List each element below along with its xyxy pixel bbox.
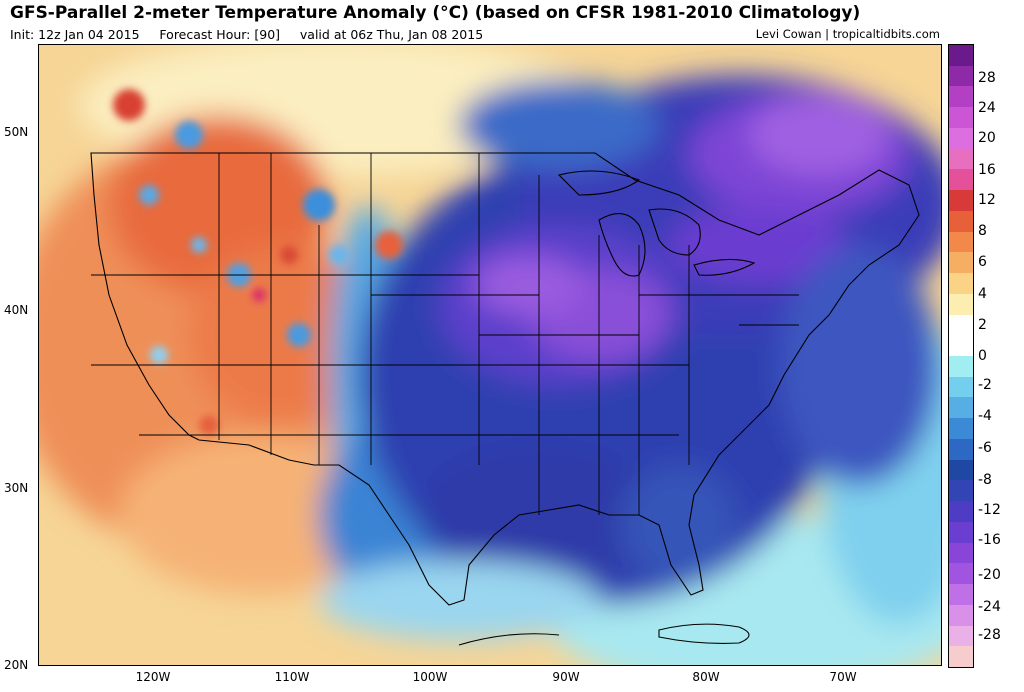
lon-label-110w: 110W <box>274 670 310 684</box>
boundaries <box>90 152 920 646</box>
anomaly-field <box>39 45 941 665</box>
lat-label-30n: 30N <box>4 481 29 495</box>
lat-label-40n: 40N <box>4 303 29 317</box>
state-lines <box>91 153 799 515</box>
colorbar-swatch <box>949 563 973 585</box>
colorbar-swatch <box>949 335 973 357</box>
lon-label-70w: 70W <box>829 670 857 684</box>
colorbar-swatch <box>949 107 973 128</box>
colorbar-swatch <box>949 521 973 543</box>
lat-label-50n: 50N <box>4 125 29 139</box>
colorbar-swatch <box>949 418 973 439</box>
colorbar-swatch <box>949 480 973 502</box>
colorbar-label: 16 <box>978 162 996 178</box>
lon-label-100w: 100W <box>412 670 448 684</box>
colorbar-label: -4 <box>978 408 992 424</box>
colorbar-label: 2 <box>978 317 987 333</box>
lake-michigan <box>598 213 646 277</box>
anomaly-map <box>38 44 942 666</box>
colorbar-label: -20 <box>978 567 1001 583</box>
colorbar-label: -16 <box>978 532 1001 548</box>
colorbar-swatch <box>949 293 973 315</box>
colorbar-swatch <box>949 584 973 605</box>
colorbar-label: 6 <box>978 254 987 270</box>
lake-erie <box>693 258 756 276</box>
colorbar-swatch <box>949 459 973 481</box>
colorbar-label: 20 <box>978 130 996 146</box>
colorbar-swatch <box>949 397 973 419</box>
colorbar-label: -6 <box>978 440 992 456</box>
colorbar-swatch <box>949 438 973 460</box>
colorbar-swatch <box>949 231 973 253</box>
yucatan <box>458 633 560 646</box>
colorbar-label: -12 <box>978 502 1001 518</box>
init-time: Init: 12z Jan 04 2015 <box>10 27 140 42</box>
colorbar-swatch <box>949 210 973 232</box>
colorbar-swatch <box>949 169 973 191</box>
us-outline <box>90 152 920 606</box>
anomaly-map-canvas <box>39 45 941 665</box>
run-info: Init: 12z Jan 04 2015 Forecast Hour: [90… <box>10 27 483 42</box>
colorbar-label: 12 <box>978 192 996 208</box>
lon-label-90w: 90W <box>552 670 580 684</box>
colorbar-swatch <box>949 127 973 149</box>
valid-time: valid at 06z Thu, Jan 08 2015 <box>299 27 484 42</box>
colorbar-swatch <box>949 148 973 170</box>
colorbar-swatch <box>949 252 973 274</box>
colorbar-label: -8 <box>978 472 992 488</box>
colorbar-swatch <box>949 356 973 377</box>
colorbar-swatch <box>949 376 973 398</box>
colorbar-label: -28 <box>978 627 1001 643</box>
anomaly-details <box>113 89 403 435</box>
colorbar-label: 0 <box>978 348 987 364</box>
lon-label-80w: 80W <box>692 670 720 684</box>
colorbar-swatch <box>949 45 973 66</box>
colorbar-swatch <box>949 542 973 564</box>
cuba <box>658 623 750 644</box>
lake-superior <box>557 170 641 196</box>
map-title: GFS-Parallel 2-meter Temperature Anomaly… <box>10 3 861 23</box>
lake-huron <box>648 208 701 256</box>
colorbar-swatch <box>949 625 973 647</box>
colorbar-label: 24 <box>978 100 996 116</box>
lat-label-20n: 20N <box>4 658 29 672</box>
colorbar-label: 28 <box>978 70 996 86</box>
colorbar-swatch <box>949 646 973 668</box>
colorbar-label: 4 <box>978 286 987 302</box>
colorbar-swatch <box>949 314 973 336</box>
colorbar-swatch <box>949 604 973 626</box>
colorbar-swatch <box>949 65 973 87</box>
colorbar-label: -24 <box>978 599 1001 615</box>
credit: Levi Cowan | tropicaltidbits.com <box>755 27 940 41</box>
forecast-hour: Forecast Hour: [90] <box>159 27 281 42</box>
colorbar-swatch <box>949 190 973 211</box>
colorbar-swatch <box>949 273 973 294</box>
colorbar <box>948 44 974 668</box>
colorbar-label: 8 <box>978 223 987 239</box>
colorbar-swatch <box>949 86 973 108</box>
colorbar-swatch <box>949 501 973 522</box>
colorbar-label: -2 <box>978 377 992 393</box>
lon-label-120w: 120W <box>135 670 171 684</box>
